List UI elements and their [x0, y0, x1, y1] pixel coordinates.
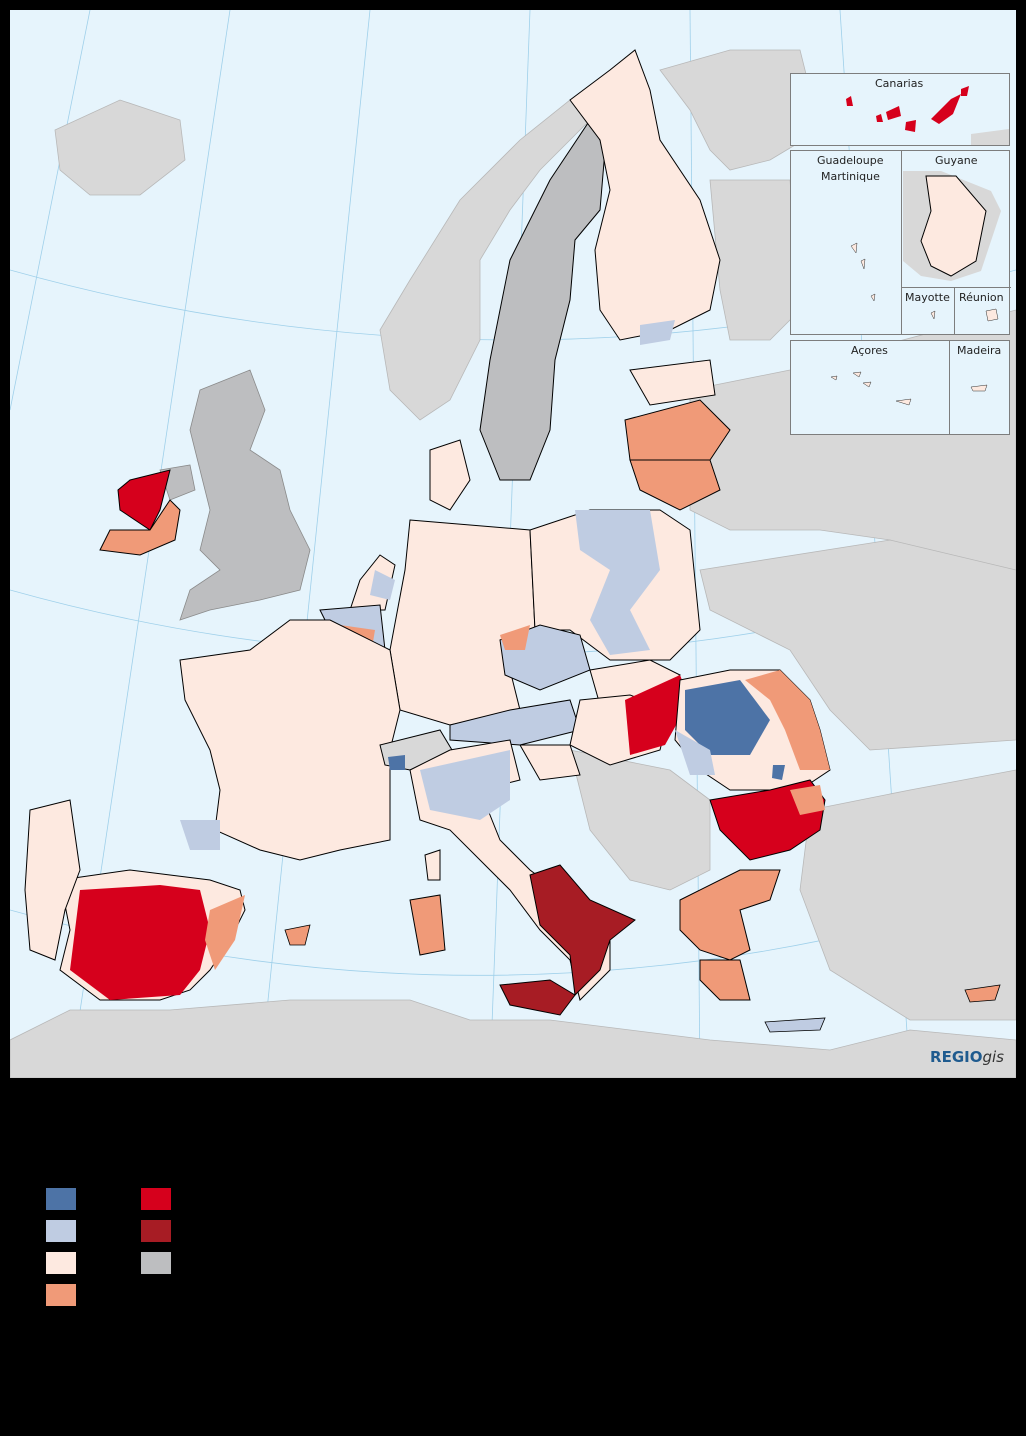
- bucharest: [772, 765, 785, 780]
- acores-madeira-map: [830, 371, 988, 406]
- gis-text: gis: [982, 1048, 1004, 1066]
- inset-label-madeira: Madeira: [957, 344, 1002, 357]
- legend-swatch-red: [141, 1188, 171, 1210]
- crete: [764, 1017, 826, 1033]
- france: [179, 619, 401, 861]
- ireland-south: [99, 499, 181, 556]
- norway: [379, 99, 601, 421]
- legend-swatch-salmon: [46, 1284, 76, 1306]
- latvia: [624, 399, 731, 461]
- germany: [389, 519, 536, 726]
- balkans: [569, 749, 711, 891]
- inset-caribbean-guyane: Guadeloupe Martinique Guyane Mayotte Réu…: [790, 150, 1011, 335]
- slovenia-croatia: [519, 744, 581, 781]
- romania-centre: [685, 680, 770, 755]
- bulgaria-north-east: [790, 785, 825, 815]
- corsica: [424, 849, 441, 881]
- czechia-west: [500, 625, 530, 650]
- legend-swatch-light-blue: [46, 1220, 76, 1242]
- peloponnese: [699, 959, 751, 1001]
- finland: [569, 49, 721, 341]
- inset-label-mayotte: Mayotte: [905, 291, 950, 304]
- uk: [159, 369, 311, 621]
- north-africa: [10, 999, 1016, 1078]
- iceland: [54, 99, 186, 196]
- kola: [659, 49, 821, 171]
- geneva: [388, 755, 405, 770]
- caribbean-guyane-map: [850, 171, 1001, 322]
- legend-swatch-dark-blue: [46, 1188, 76, 1210]
- estonia: [629, 359, 716, 406]
- cyprus: [964, 984, 1001, 1003]
- hungary-red-region: [625, 675, 690, 755]
- lithuania: [629, 459, 721, 511]
- spain-east: [205, 895, 245, 970]
- inset-label-acores: Açores: [851, 344, 888, 357]
- turkey: [799, 769, 1016, 1021]
- greece-mainland: [679, 869, 781, 961]
- inset-label-reunion: Réunion: [959, 291, 1004, 304]
- regio-text: REGIO: [930, 1048, 983, 1066]
- poland-blue-regions: [575, 510, 660, 655]
- canarias-islands: [846, 86, 1009, 145]
- inset-label-guadeloupe: Guadeloupe: [817, 154, 884, 167]
- italy-north: [420, 750, 510, 820]
- regio-gis-logo: REGIOgis: [930, 1048, 1004, 1066]
- legend-swatch-very-light: [46, 1252, 76, 1274]
- denmark: [429, 439, 471, 511]
- romania-west: [675, 730, 715, 775]
- inset-label-guyane: Guyane: [935, 154, 978, 167]
- legend-swatch-no-data: [141, 1252, 171, 1274]
- sweden: [479, 119, 606, 481]
- ukraine-moldova: [699, 539, 1016, 751]
- inset-canarias: Canarias: [790, 73, 1010, 146]
- portugal: [24, 799, 81, 961]
- netherlands-regions: [370, 570, 395, 600]
- europe-map: [10, 10, 1016, 1078]
- spain-south-centre: [70, 885, 210, 1000]
- inset-label-martinique: Martinique: [821, 170, 880, 183]
- balearics: [284, 924, 311, 946]
- sicily: [499, 979, 576, 1016]
- karelia: [709, 179, 801, 341]
- spain-north: [180, 820, 220, 850]
- finland-south-region: [640, 320, 675, 345]
- legend-swatch-dark-red: [141, 1220, 171, 1242]
- great-britain: [179, 369, 311, 621]
- map-frame: Canarias Guadeloupe Martinique Guyane Ma…: [10, 10, 1016, 1078]
- italy-south: [529, 864, 636, 997]
- inset-acores-madeira: Açores Madeira: [790, 340, 1010, 435]
- inset-label-canarias: Canarias: [875, 77, 924, 90]
- romania-east: [745, 670, 830, 770]
- non-eu-land: [10, 49, 1016, 1078]
- sardinia: [409, 894, 446, 956]
